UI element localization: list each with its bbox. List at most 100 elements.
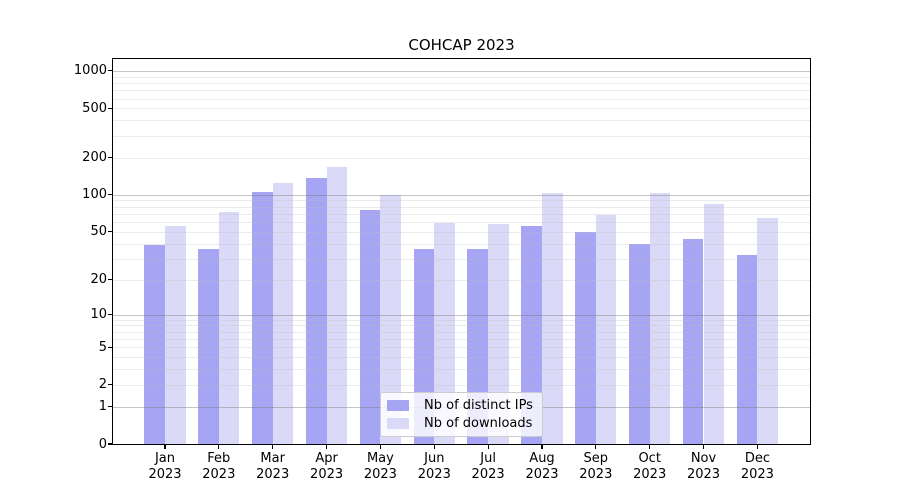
axis-spine-top — [112, 58, 811, 60]
gridline-minor — [113, 98, 810, 100]
x-tick-mark — [756, 445, 758, 449]
axis-spine-bottom — [112, 444, 811, 446]
y-tick-mark — [108, 107, 112, 109]
bar-downloads — [757, 217, 779, 444]
bar-downloads — [703, 203, 725, 444]
gridline-minor — [113, 319, 810, 321]
y-tick-label: 0 — [98, 436, 107, 452]
gridline-minor — [113, 384, 810, 386]
gridline-major — [113, 70, 810, 72]
gridline-minor — [113, 357, 810, 359]
x-tick-mark — [487, 445, 489, 449]
bar-distinct-ips — [198, 249, 219, 444]
axis-spine-left — [112, 58, 114, 445]
bar-distinct-ips — [682, 238, 704, 444]
y-tick-mark — [108, 313, 112, 316]
gridline-minor — [113, 76, 810, 78]
bar-distinct-ips — [144, 244, 165, 444]
y-tick-label: 10 — [90, 307, 107, 322]
y-tick-label: 1000 — [73, 63, 107, 79]
y-tick-mark — [108, 70, 112, 72]
x-tick-mark — [595, 445, 597, 449]
y-tick-label: 1 — [98, 399, 107, 415]
x-tick-mark — [702, 445, 705, 449]
gridline-minor — [113, 331, 810, 333]
bar-distinct-ips — [359, 210, 381, 444]
bar-downloads — [272, 183, 294, 444]
gridline-minor — [113, 338, 810, 340]
bar-distinct-ips — [629, 243, 650, 444]
bar-downloads — [488, 223, 509, 444]
bar-downloads — [595, 214, 617, 444]
legend: Nb of distinct IPs Nb of downloads — [380, 392, 543, 437]
x-tick-mark — [164, 445, 166, 449]
x-tick-mark — [649, 445, 651, 449]
x-tick-mark — [325, 445, 328, 449]
x-tick-label: Mar 2023 — [256, 451, 290, 482]
x-tick-label: Feb 2023 — [202, 451, 236, 482]
plot-area: Nb of distinct IPs Nb of downloads — [112, 58, 812, 446]
bar-distinct-ips — [252, 192, 273, 444]
gridline-minor — [113, 325, 810, 327]
gridline-minor — [113, 135, 810, 137]
x-tick-label: Jan 2023 — [148, 451, 182, 482]
legend-swatch-distinct-ips — [387, 399, 409, 411]
legend-item-downloads: Nb of downloads — [381, 416, 542, 431]
y-tick-label: 50 — [90, 224, 107, 240]
y-tick-mark — [108, 346, 112, 348]
y-tick-label: 100 — [82, 187, 107, 203]
axis-spine-right — [810, 58, 812, 445]
x-tick-label: Aug 2023 — [525, 451, 559, 482]
gridline-minor — [113, 243, 810, 245]
bar-distinct-ips — [521, 225, 542, 444]
bar-downloads — [165, 225, 186, 444]
bar-downloads — [649, 193, 671, 444]
y-tick-label: 500 — [82, 100, 107, 116]
x-tick-label: Nov 2023 — [686, 451, 721, 482]
gridline-minor — [113, 83, 810, 84]
bar-distinct-ips — [575, 231, 596, 444]
gridline-minor — [113, 213, 810, 215]
x-tick-label: Apr 2023 — [310, 451, 344, 482]
bar-distinct-ips — [305, 177, 327, 444]
y-tick-mark — [108, 406, 112, 408]
bar-downloads — [326, 166, 348, 444]
x-tick-mark — [218, 445, 220, 449]
x-tick-mark — [541, 445, 543, 449]
gridline-minor — [113, 258, 810, 260]
gridline-minor — [113, 222, 810, 223]
x-tick-mark — [433, 445, 435, 449]
x-tick-label: Dec 2023 — [740, 451, 774, 482]
y-tick-label: 200 — [82, 150, 107, 166]
x-tick-mark — [379, 445, 381, 449]
x-tick-label: Jun 2023 — [417, 451, 451, 482]
chart-title: COHCAP 2023 — [408, 36, 515, 54]
gridline-minor — [113, 90, 810, 92]
y-tick-mark — [108, 279, 112, 281]
x-tick-label: Sep 2023 — [579, 451, 613, 482]
gridline-minor — [113, 200, 810, 202]
legend-swatch-downloads — [387, 418, 409, 430]
legend-item-distinct-ips: Nb of distinct IPs — [381, 398, 542, 413]
y-tick-label: 20 — [90, 272, 107, 288]
gridline-minor — [113, 279, 810, 281]
y-tick-mark — [108, 157, 112, 159]
y-tick-mark — [108, 443, 112, 445]
legend-label: Nb of distinct IPs — [424, 397, 533, 413]
x-tick-mark — [272, 445, 274, 449]
gridline-minor — [113, 231, 810, 233]
bar-downloads — [434, 222, 455, 444]
bar-distinct-ips — [736, 255, 758, 444]
gridline-minor — [113, 206, 810, 208]
y-tick-mark — [108, 194, 112, 196]
y-tick-label: 5 — [98, 339, 107, 355]
gridline-major — [113, 194, 810, 196]
y-tick-mark — [108, 384, 112, 386]
y-tick-label: 2 — [98, 377, 107, 393]
gridline-major — [113, 314, 810, 316]
gridline-minor — [113, 157, 810, 159]
bar-downloads — [541, 193, 563, 444]
bar-downloads — [380, 195, 402, 444]
x-tick-label: Jul 2023 — [471, 451, 505, 482]
